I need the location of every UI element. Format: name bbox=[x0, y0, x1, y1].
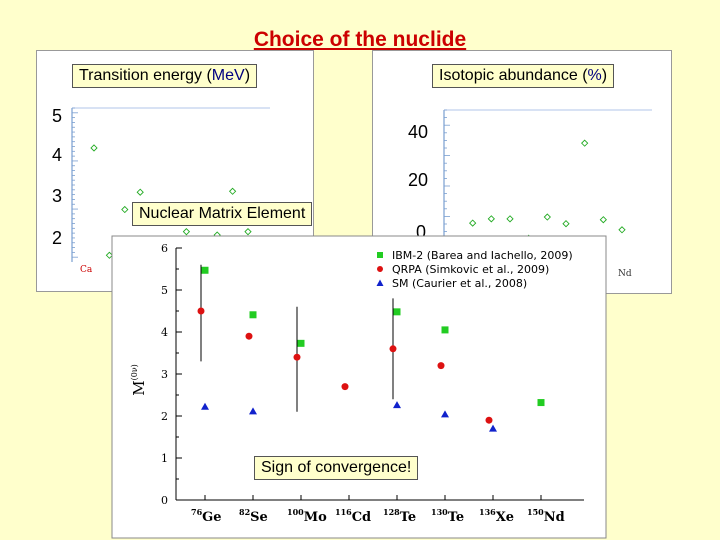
abundance-y-tick: 20 bbox=[408, 170, 429, 190]
nme-x-tick-label-sup: 128 bbox=[383, 507, 400, 517]
isotopic-abundance-label-close: ) bbox=[601, 67, 608, 84]
sm-point bbox=[393, 401, 401, 409]
nme-y-axis-label: M(0ν) bbox=[130, 364, 148, 396]
nme-x-tick-label-sup: 150 bbox=[527, 507, 544, 517]
abundance-y-tick: 0 bbox=[416, 222, 427, 242]
energy-y-tick: 4 bbox=[52, 145, 63, 165]
nme-x-tick-label-name: Te bbox=[400, 510, 416, 525]
energy-point bbox=[105, 251, 114, 259]
energy-point bbox=[121, 205, 129, 214]
sm-point bbox=[489, 424, 497, 432]
abundance-point bbox=[618, 226, 626, 234]
abundance-point bbox=[543, 213, 551, 221]
nme-x-tick-label-name: Xe bbox=[496, 510, 514, 525]
nme-x-tick-label-name: Mo bbox=[304, 510, 327, 525]
qrpa-point bbox=[485, 416, 493, 424]
isotopic-abundance-label-unit: % bbox=[587, 67, 602, 84]
transition-energy-label-open: ( bbox=[206, 67, 212, 84]
legend-entry: QRPA (Simkovic et al., 2009) bbox=[392, 263, 549, 276]
ibm2-point bbox=[249, 311, 257, 319]
nme-x-tick-label: 128Te bbox=[383, 507, 416, 525]
isotopic-abundance-label-text: Isotopic abundance bbox=[439, 67, 583, 84]
isotopic-abundance-label-open: ( bbox=[582, 67, 588, 84]
energy-y-tick: 3 bbox=[52, 186, 63, 206]
qrpa-point bbox=[437, 362, 445, 370]
nme-x-tick-label: 76Ge bbox=[191, 507, 222, 525]
energy-point bbox=[228, 187, 237, 195]
legend-entry: SM (Caurier et al., 2008) bbox=[392, 277, 527, 290]
nme-x-tick-label-sup: 82 bbox=[239, 507, 250, 517]
nme-x-tick-label: 100Mo bbox=[287, 507, 327, 525]
isotopic-abundance-label: Isotopic abundance (%) bbox=[432, 64, 615, 88]
nme-y-axis-label-sup: (0ν) bbox=[130, 364, 139, 380]
energy-point bbox=[136, 188, 144, 196]
nme-x-tick-label-sup: 116 bbox=[335, 507, 352, 517]
energy-x-first-label: Ca bbox=[80, 265, 93, 275]
abundance-y-tick: 40 bbox=[408, 122, 429, 142]
nme-y-tick-label: 4 bbox=[161, 326, 168, 339]
energy-point bbox=[244, 228, 252, 236]
nme-x-tick-label: 130Te bbox=[431, 507, 464, 525]
nme-x-tick-label-sup: 100 bbox=[287, 507, 304, 517]
legend-marker-qrpa bbox=[377, 266, 383, 272]
ibm2-point bbox=[537, 399, 545, 407]
legend-entry: IBM-2 (Barea and Iachello, 2009) bbox=[392, 249, 573, 262]
nme-x-tick-label-name: Nd bbox=[544, 510, 565, 525]
abundance-x-last-label: Nd bbox=[618, 269, 632, 279]
qrpa-point bbox=[197, 307, 205, 315]
legend-marker-sm bbox=[376, 279, 384, 286]
abundance-point bbox=[599, 216, 607, 224]
nme-x-tick-label-name: Se bbox=[250, 510, 268, 525]
sm-point bbox=[249, 407, 257, 415]
sm-point bbox=[201, 402, 209, 410]
abundance-point bbox=[581, 139, 589, 147]
nme-x-tick-label: 116Cd bbox=[335, 507, 371, 525]
nme-chart-background bbox=[111, 235, 607, 539]
abundance-point bbox=[562, 220, 570, 228]
nme-y-tick-label: 6 bbox=[161, 242, 168, 255]
nme-x-tick-label-sup: 76 bbox=[191, 507, 203, 517]
nuclear-matrix-element-label: Nuclear Matrix Element bbox=[132, 202, 313, 226]
energy-point bbox=[90, 144, 98, 152]
qrpa-point bbox=[341, 383, 349, 391]
nme-x-tick-label: 82Se bbox=[239, 507, 268, 525]
transition-energy-label-close: ) bbox=[244, 67, 251, 84]
abundance-point bbox=[487, 215, 495, 223]
qrpa-point bbox=[293, 353, 301, 361]
abundance-point bbox=[506, 215, 514, 223]
transition-energy-label-unit: MeV bbox=[211, 67, 245, 84]
qrpa-point bbox=[245, 332, 253, 340]
sign-of-convergence-label: Sign of convergence! bbox=[254, 456, 419, 480]
nme-x-tick-label: 136Xe bbox=[479, 507, 514, 525]
nme-y-tick-label: 1 bbox=[161, 452, 168, 465]
nme-y-tick-label: 2 bbox=[161, 410, 168, 423]
qrpa-point bbox=[389, 345, 397, 353]
legend-marker-ibm2 bbox=[377, 252, 383, 258]
nme-x-tick-label-name: Cd bbox=[352, 510, 371, 525]
ibm2-point bbox=[297, 339, 305, 347]
energy-y-tick: 5 bbox=[52, 106, 63, 126]
nme-x-tick-label-name: Ge bbox=[202, 510, 221, 525]
nme-y-tick-label: 3 bbox=[161, 368, 168, 381]
ibm2-point bbox=[393, 308, 401, 316]
transition-energy-label-text: Transition energy bbox=[79, 67, 207, 84]
energy-y-tick: 2 bbox=[52, 228, 63, 248]
energy-point bbox=[182, 228, 191, 236]
nme-x-tick-label-sup: 136 bbox=[479, 507, 496, 517]
page-title: Choice of the nuclide bbox=[253, 28, 467, 51]
nme-y-tick-label: 5 bbox=[161, 284, 168, 297]
nme-x-tick-label-sup: 130 bbox=[431, 507, 448, 517]
abundance-point bbox=[469, 219, 477, 227]
nme-x-tick-label-name: Te bbox=[448, 510, 464, 525]
nme-y-axis-label-main: M bbox=[130, 380, 148, 395]
ibm2-point bbox=[201, 266, 209, 274]
nme-x-tick-label: 150Nd bbox=[527, 507, 565, 525]
sm-point bbox=[441, 410, 449, 418]
ibm2-point bbox=[441, 326, 449, 334]
transition-energy-label: Transition energy (MeV) bbox=[72, 64, 258, 88]
nme-y-tick-label: 0 bbox=[161, 494, 168, 507]
